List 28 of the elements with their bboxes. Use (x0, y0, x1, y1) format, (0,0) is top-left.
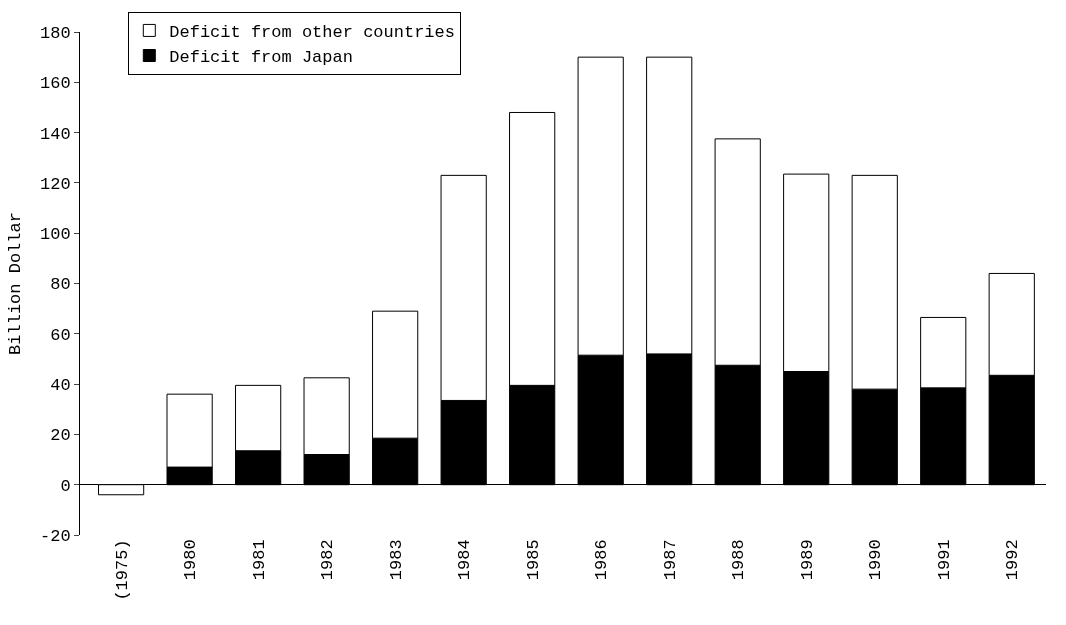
x-tick-label: 1990 (866, 539, 886, 581)
x-tick-label: 1989 (797, 539, 817, 581)
x-tick-label: 1985 (523, 539, 543, 581)
y-tick-label: 140 (39, 124, 71, 144)
y-tick-label: 120 (39, 174, 71, 194)
x-tick-label: 1981 (249, 539, 269, 581)
x-tick-label: 1983 (386, 539, 406, 581)
x-tick-label: 1988 (729, 539, 749, 581)
legend-label: Deficit from other countries (169, 23, 455, 43)
x-tick-label: (1975) (112, 539, 132, 601)
y-tick-label: 0 (60, 476, 71, 496)
legend-label: Deficit from Japan (169, 48, 353, 68)
x-tick-label: 1991 (934, 539, 954, 581)
y-tick-label: 160 (39, 74, 71, 94)
x-tick-label: 1987 (660, 539, 680, 581)
y-tick-label: -20 (39, 526, 71, 546)
y-tick-label: 60 (50, 325, 71, 345)
y-tick-label: 20 (50, 426, 71, 446)
x-tick-label: 1980 (181, 539, 201, 581)
y-axis-title: Billion Dollar (5, 212, 25, 355)
x-tick-label: 1992 (1003, 539, 1023, 581)
y-tick-label: 40 (50, 376, 71, 396)
x-tick-label: 1986 (592, 539, 612, 581)
y-tick-label: 180 (39, 23, 71, 43)
y-tick-label: 80 (50, 275, 71, 295)
x-tick-label: 1984 (455, 539, 475, 581)
x-tick-label: 1982 (318, 539, 338, 581)
y-tick-label: 100 (39, 225, 71, 245)
